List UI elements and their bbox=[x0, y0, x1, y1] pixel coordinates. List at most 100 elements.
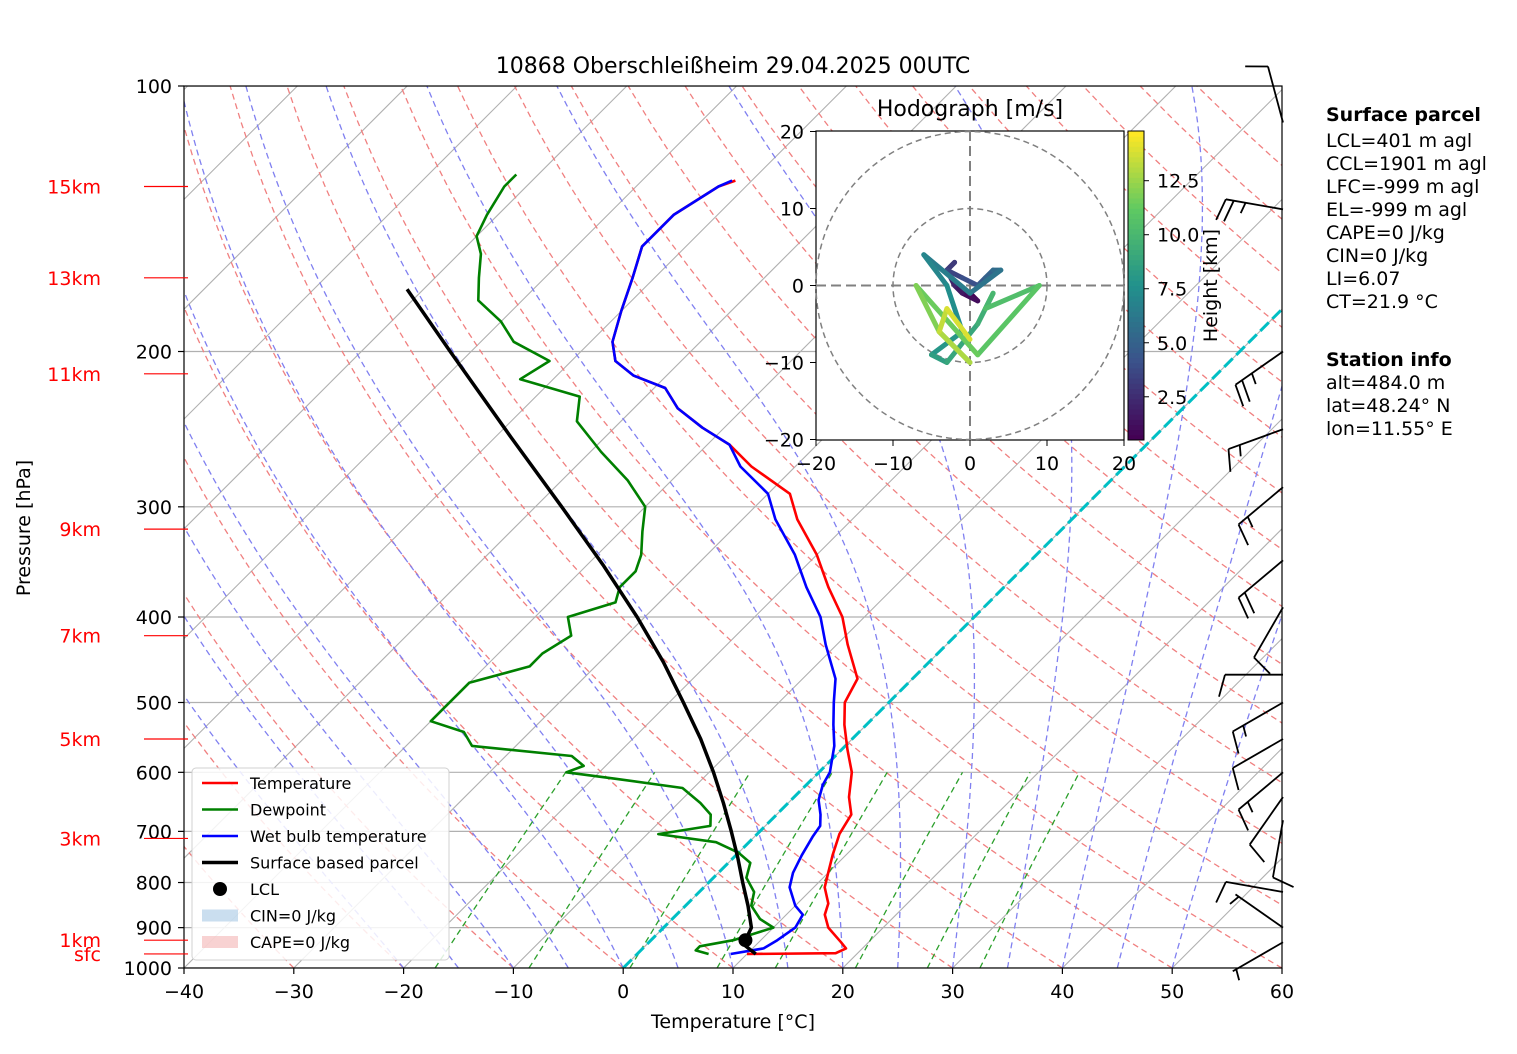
wind-barb bbox=[1232, 941, 1284, 981]
wind-barb bbox=[1215, 198, 1284, 222]
moist-adiabat-line bbox=[184, 525, 514, 968]
colorbar-cell bbox=[1128, 187, 1144, 194]
lcl-marker bbox=[738, 933, 753, 948]
hodograph-y-tick-label: 20 bbox=[780, 122, 804, 144]
hodograph-segment bbox=[982, 283, 1042, 312]
x-tick-label: −40 bbox=[164, 981, 204, 1003]
colorbar-cell bbox=[1128, 192, 1144, 199]
dry-adiabat-line bbox=[229, 86, 953, 968]
barb-flag bbox=[1242, 725, 1247, 737]
axes: −40 −30 −20 −10 0 10 20 30 40 50 60100200300400500… bbox=[47, 76, 1294, 1003]
mixing-ratio-line bbox=[528, 771, 656, 968]
y-tick-label: 900 bbox=[136, 918, 172, 940]
isotherm-line bbox=[1062, 747, 1282, 968]
moist-adiabat-line bbox=[184, 289, 624, 968]
hodograph: Hodograph [m/s] −20−20 −10 −10 0 0 10 10 20 20 2.5… bbox=[764, 97, 1222, 475]
hodograph-x-tick-label: −10 bbox=[873, 453, 913, 475]
dry-adiabat-line bbox=[513, 86, 1282, 845]
x-tick-label: 20 bbox=[831, 981, 855, 1003]
barb-flag bbox=[1237, 597, 1249, 619]
colorbar-cell bbox=[1128, 414, 1144, 420]
colorbar-cell bbox=[1128, 203, 1144, 209]
parcel-line: LI=6.07 bbox=[1326, 268, 1400, 290]
colorbar-cell bbox=[1128, 234, 1144, 240]
dry-adiabat-line bbox=[286, 86, 1063, 968]
dry-adiabat-line bbox=[184, 305, 734, 968]
colorbar-cell bbox=[1128, 197, 1144, 204]
legend-label: Surface based parcel bbox=[250, 854, 419, 873]
barb-flag bbox=[1272, 876, 1294, 888]
x-tick-label: 10 bbox=[721, 981, 745, 1003]
wind-barb bbox=[1215, 881, 1284, 903]
colorbar-cell bbox=[1128, 398, 1144, 405]
parcel-line: LCL=401 m agl bbox=[1326, 130, 1472, 152]
colorbar-cell bbox=[1128, 280, 1144, 286]
chart-title: 10868 Oberschleißheim 29.04.2025 00UTC bbox=[496, 54, 971, 79]
colorbar-cell bbox=[1128, 311, 1144, 317]
barb-staff bbox=[1248, 796, 1284, 846]
barb-staff bbox=[1253, 606, 1284, 658]
colorbar-cell bbox=[1128, 347, 1144, 353]
parcel-line: CCL=1901 m agl bbox=[1326, 153, 1487, 175]
dry-adiabat-line bbox=[400, 86, 1282, 968]
colorbar-tick-label: 10.0 bbox=[1157, 225, 1199, 247]
surface-parcel-heading: Surface parcel bbox=[1326, 104, 1481, 126]
y-tick-label: 500 bbox=[136, 692, 172, 714]
colorbar-cell bbox=[1128, 131, 1144, 137]
colorbar-cell bbox=[1128, 264, 1144, 271]
colorbar-cell bbox=[1128, 285, 1144, 292]
legend-box bbox=[191, 767, 450, 961]
wind-barb bbox=[1237, 559, 1284, 619]
height-label: 7km bbox=[59, 626, 101, 648]
colorbar-cell bbox=[1128, 295, 1144, 302]
y-tick-label: 100 bbox=[136, 76, 172, 98]
hodograph-y-tick-label: 0 bbox=[792, 276, 804, 298]
legend-label: Dewpoint bbox=[250, 801, 326, 820]
dry-adiabat-line bbox=[343, 86, 1173, 968]
colorbar-cell bbox=[1128, 419, 1144, 426]
hodograph-segment bbox=[913, 283, 981, 358]
isotherm-line bbox=[952, 637, 1282, 968]
colorbar-cell bbox=[1128, 146, 1144, 153]
colorbar-cell bbox=[1128, 373, 1144, 379]
y-tick-label: 300 bbox=[136, 497, 172, 519]
colorbar-cell bbox=[1128, 316, 1144, 323]
barb-flag bbox=[1246, 516, 1254, 528]
colorbar-cell bbox=[1128, 306, 1144, 312]
barb-staff bbox=[1225, 198, 1284, 211]
wind-barb bbox=[1253, 606, 1284, 675]
wind-barb bbox=[1227, 428, 1284, 472]
legend-swatch bbox=[202, 909, 238, 922]
station-line: lat=48.24° N bbox=[1326, 395, 1450, 417]
colorbar-cell bbox=[1128, 218, 1144, 225]
height-label: 9km bbox=[59, 519, 101, 541]
moist-adiabat-line bbox=[1171, 612, 1282, 968]
legend-label: Wet bulb temperature bbox=[250, 827, 427, 846]
barb-staff bbox=[1237, 486, 1284, 526]
colorbar-cell bbox=[1128, 337, 1144, 343]
wind-barb bbox=[1245, 65, 1284, 123]
wind-barb bbox=[1231, 738, 1284, 791]
barb-flag bbox=[1253, 656, 1271, 675]
isotherm-line bbox=[184, 86, 408, 310]
barb-staff bbox=[1225, 881, 1284, 893]
hodograph-x-tick-label: −20 bbox=[796, 453, 836, 475]
hodograph-x-tick-label: 0 bbox=[964, 453, 976, 475]
hodograph-segment bbox=[936, 329, 973, 365]
y-tick-label: 400 bbox=[136, 607, 172, 629]
colorbar-cell bbox=[1128, 409, 1144, 415]
colorbar-cell bbox=[1128, 172, 1144, 178]
barb-flag bbox=[1223, 200, 1235, 222]
colorbar-cell bbox=[1128, 357, 1144, 364]
colorbar-cell bbox=[1128, 424, 1144, 431]
hodograph-segment bbox=[944, 321, 981, 365]
station-line: alt=484.0 m bbox=[1326, 372, 1445, 394]
colorbar-cell bbox=[1128, 244, 1144, 250]
barb-staff bbox=[1232, 738, 1284, 769]
moist-adiabat-line bbox=[556, 86, 902, 968]
barb-flag bbox=[1238, 444, 1242, 457]
barb-flag bbox=[1227, 449, 1232, 472]
isotherm-line bbox=[184, 86, 628, 530]
hodograph-y-tick-label: −20 bbox=[764, 430, 804, 452]
wind-barb bbox=[1272, 820, 1294, 888]
